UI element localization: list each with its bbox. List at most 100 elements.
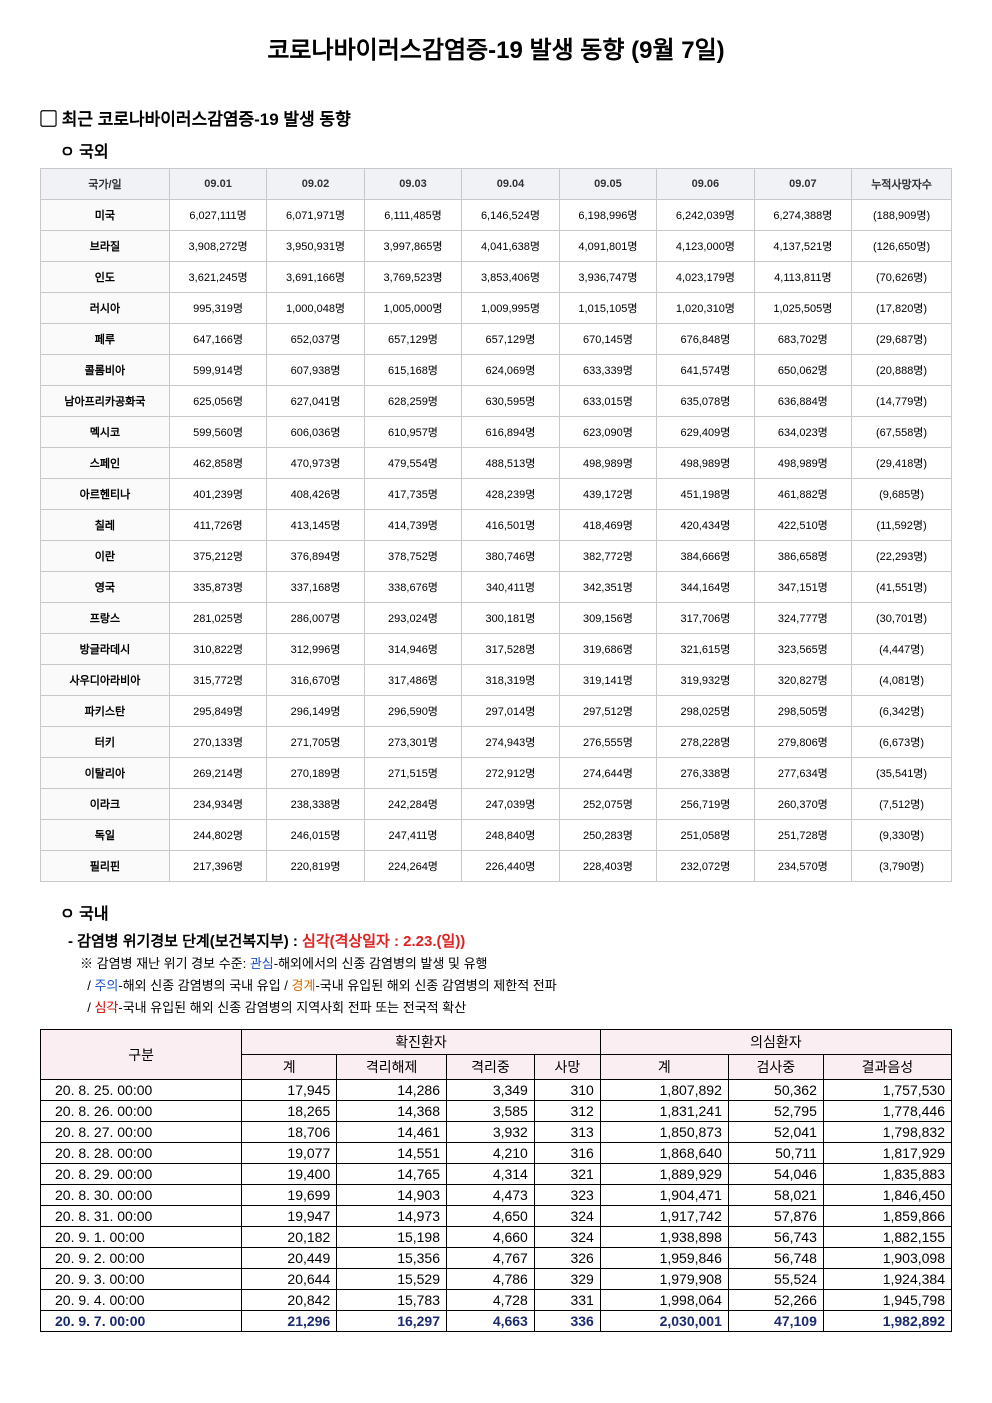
kw-gyeonggye: 경계: [292, 978, 316, 993]
value-cell: 47,109: [728, 1311, 823, 1332]
value-cell: 1,817,929: [823, 1143, 951, 1164]
country-cell: 멕시코: [41, 417, 170, 448]
kw4-desc: -국내 유입된 해외 신종 감염병의 지역사회 전파 또는 전국적 확산: [118, 1000, 466, 1015]
value-cell: 310: [534, 1080, 600, 1101]
th-confirmed: 확진환자: [242, 1030, 601, 1055]
value-cell: 606,036명: [267, 417, 364, 448]
domestic-th: 검사중: [728, 1055, 823, 1080]
value-cell: (126,650명): [852, 231, 952, 262]
value-cell: 3,349: [447, 1080, 535, 1101]
value-cell: 3,936,747명: [559, 262, 656, 293]
country-cell: 남아프리카공화국: [41, 386, 170, 417]
value-cell: 610,957명: [364, 417, 461, 448]
value-cell: 273,301명: [364, 727, 461, 758]
value-cell: 6,027,111명: [169, 200, 266, 231]
foreign-th: 09.02: [267, 169, 364, 200]
value-cell: 20,449: [242, 1248, 337, 1269]
domestic-th: 격리중: [447, 1055, 535, 1080]
value-cell: 15,783: [337, 1290, 447, 1311]
country-cell: 스페인: [41, 448, 170, 479]
value-cell: 347,151명: [754, 572, 851, 603]
country-cell: 이라크: [41, 789, 170, 820]
value-cell: (6,673명): [852, 727, 952, 758]
country-cell: 프랑스: [41, 603, 170, 634]
table-row: 콜롬비아599,914명607,938명615,168명624,069명633,…: [41, 355, 952, 386]
alert-prefix: - 감염병 위기경보 단계(보건복지부) :: [68, 933, 302, 950]
value-cell: 272,912명: [462, 758, 559, 789]
value-cell: 4,660: [447, 1227, 535, 1248]
value-cell: 607,938명: [267, 355, 364, 386]
value-cell: 20,842: [242, 1290, 337, 1311]
value-cell: 298,505명: [754, 696, 851, 727]
country-cell: 파키스탄: [41, 696, 170, 727]
value-cell: 269,214명: [169, 758, 266, 789]
table-row: 브라질3,908,272명3,950,931명3,997,865명4,041,6…: [41, 231, 952, 262]
value-cell: 15,529: [337, 1269, 447, 1290]
value-cell: 633,015명: [559, 386, 656, 417]
value-cell: 55,524: [728, 1269, 823, 1290]
value-cell: 18,265: [242, 1101, 337, 1122]
foreign-th: 09.05: [559, 169, 656, 200]
value-cell: 324: [534, 1206, 600, 1227]
foreign-th: 누적사망자수: [852, 169, 952, 200]
value-cell: 414,739명: [364, 510, 461, 541]
value-cell: 271,705명: [267, 727, 364, 758]
value-cell: 420,434명: [657, 510, 754, 541]
value-cell: 380,746명: [462, 541, 559, 572]
value-cell: (67,558명): [852, 417, 952, 448]
value-cell: 271,515명: [364, 758, 461, 789]
date-cell: 20. 9. 1. 00:00: [41, 1227, 242, 1248]
value-cell: 3,932: [447, 1122, 535, 1143]
country-cell: 페루: [41, 324, 170, 355]
value-cell: 232,072명: [657, 851, 754, 882]
value-cell: 19,699: [242, 1185, 337, 1206]
value-cell: 1,903,098: [823, 1248, 951, 1269]
value-cell: 3,621,245명: [169, 262, 266, 293]
table-row: 스페인462,858명470,973명479,554명488,513명498,9…: [41, 448, 952, 479]
value-cell: 676,848명: [657, 324, 754, 355]
value-cell: 276,338명: [657, 758, 754, 789]
value-cell: 382,772명: [559, 541, 656, 572]
value-cell: 220,819명: [267, 851, 364, 882]
value-cell: 408,426명: [267, 479, 364, 510]
kw1-desc: -해외에서의 신종 감염병의 발생 및 유행: [274, 956, 488, 971]
foreign-th: 09.03: [364, 169, 461, 200]
value-cell: (14,779명): [852, 386, 952, 417]
value-cell: 1,009,995명: [462, 293, 559, 324]
value-cell: 6,071,971명: [267, 200, 364, 231]
domestic-th: 계: [600, 1055, 728, 1080]
value-cell: 4,123,000명: [657, 231, 754, 262]
table-row: 파키스탄295,849명296,149명296,590명297,014명297,…: [41, 696, 952, 727]
value-cell: 244,802명: [169, 820, 266, 851]
value-cell: 657,129명: [364, 324, 461, 355]
country-cell: 콜롬비아: [41, 355, 170, 386]
country-cell: 이탈리아: [41, 758, 170, 789]
table-row: 20. 9. 7. 00:0021,29616,2974,6633362,030…: [41, 1311, 952, 1332]
value-cell: 319,686명: [559, 634, 656, 665]
value-cell: 21,296: [242, 1311, 337, 1332]
value-cell: (41,551명): [852, 572, 952, 603]
value-cell: 4,786: [447, 1269, 535, 1290]
table-row: 이란375,212명376,894명378,752명380,746명382,77…: [41, 541, 952, 572]
value-cell: 323,565명: [754, 634, 851, 665]
value-cell: 498,989명: [754, 448, 851, 479]
value-cell: 274,644명: [559, 758, 656, 789]
value-cell: 252,075명: [559, 789, 656, 820]
value-cell: 19,077: [242, 1143, 337, 1164]
value-cell: 344,164명: [657, 572, 754, 603]
value-cell: 6,111,485명: [364, 200, 461, 231]
value-cell: 4,091,801명: [559, 231, 656, 262]
country-cell: 인도: [41, 262, 170, 293]
table-row: 20. 9. 1. 00:0020,18215,1984,6603241,938…: [41, 1227, 952, 1248]
value-cell: 4,473: [447, 1185, 535, 1206]
value-cell: 439,172명: [559, 479, 656, 510]
country-cell: 아르헨티나: [41, 479, 170, 510]
value-cell: 636,884명: [754, 386, 851, 417]
table-row: 20. 9. 3. 00:0020,64415,5294,7863291,979…: [41, 1269, 952, 1290]
table-row: 이라크234,934명238,338명242,284명247,039명252,0…: [41, 789, 952, 820]
value-cell: 652,037명: [267, 324, 364, 355]
value-cell: 647,166명: [169, 324, 266, 355]
value-cell: 462,858명: [169, 448, 266, 479]
kw2-desc: -해외 신종 감염병의 국내 유입 /: [118, 978, 291, 993]
value-cell: 630,595명: [462, 386, 559, 417]
